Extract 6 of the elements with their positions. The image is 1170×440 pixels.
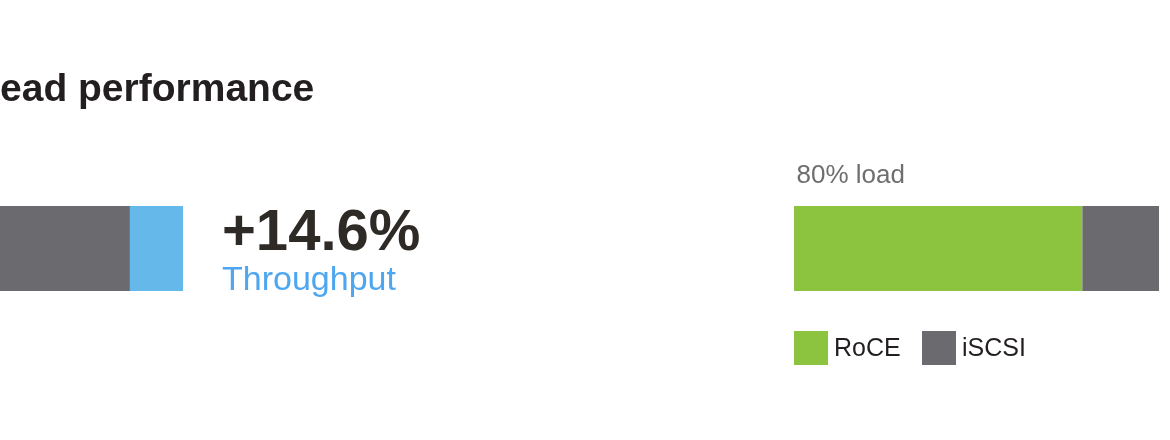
text: Throughput [222,259,397,297]
legend-label: iSCSI [962,333,1026,361]
y-tick-label: 80% load [796,159,905,189]
chart-title: ead performance [0,66,315,109]
text: +14.6% [222,197,421,262]
legend-label: RoCE [834,333,901,361]
